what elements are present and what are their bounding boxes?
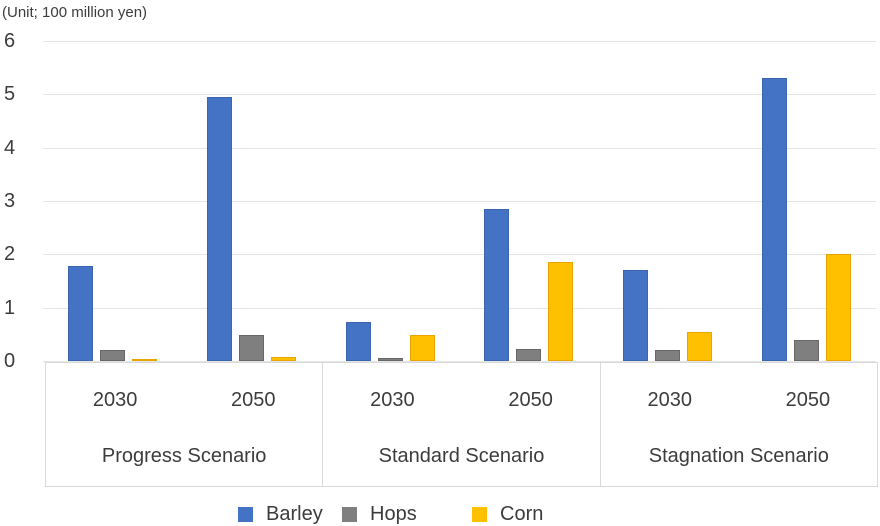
gridline-5 xyxy=(43,94,876,95)
year-label-standard-scenario-2050: 2050 xyxy=(508,388,553,411)
y-tick-label-1: 1 xyxy=(4,297,16,319)
bar-corn-progress-scenario-2050 xyxy=(270,357,296,361)
bar-hops-progress-scenario-2050 xyxy=(238,335,264,361)
scenario-row: Stagnation Scenario xyxy=(601,437,877,486)
y-tick-label-4: 4 xyxy=(4,137,16,159)
bar-hops-stagnation-scenario-2030 xyxy=(655,350,681,361)
y-tick-label-6: 6 xyxy=(4,30,16,52)
bar-barley-stagnation-scenario-2050 xyxy=(762,78,788,361)
gridline-6 xyxy=(43,41,876,42)
year-band-stagnation-scenario-2030 xyxy=(598,41,737,361)
legend-item-hops: Hops xyxy=(342,502,417,526)
bar-corn-standard-scenario-2050 xyxy=(548,262,574,361)
legend-label-hops: Hops xyxy=(370,503,417,525)
year-band-progress-scenario-2030 xyxy=(43,41,182,361)
gridline-4 xyxy=(43,148,876,149)
scenario-band-progress-scenario xyxy=(43,41,321,361)
label-cell-stagnation-scenario: 2030 2050 Stagnation Scenario xyxy=(599,363,877,486)
scenario-row: Progress Scenario xyxy=(46,437,322,486)
bar-hops-standard-scenario-2030 xyxy=(377,358,403,361)
legend: Barley Hops Corn xyxy=(0,502,880,526)
gridline-1 xyxy=(43,308,876,309)
years-row: 2030 2050 xyxy=(601,363,877,437)
legend-label-corn: Corn xyxy=(500,503,544,525)
y-tick-label-3: 3 xyxy=(4,190,16,212)
year-band-stagnation-scenario-2050 xyxy=(737,41,876,361)
years-row: 2030 2050 xyxy=(323,363,599,437)
year-band-progress-scenario-2050 xyxy=(182,41,321,361)
bar-corn-standard-scenario-2030 xyxy=(409,335,435,361)
legend-swatch-corn xyxy=(472,506,487,522)
category-label-box: 2030 2050 Progress Scenario 2030 2050 Standar… xyxy=(45,362,878,487)
year-band-standard-scenario-2030 xyxy=(321,41,460,361)
legend-swatch-hops xyxy=(342,506,357,522)
scenario-band-standard-scenario xyxy=(321,41,599,361)
y-tick-label-2: 2 xyxy=(4,243,16,265)
gridline-0 xyxy=(43,361,876,362)
unit-note: (Unit; 100 million yen) xyxy=(2,4,148,21)
plot-area xyxy=(43,41,876,362)
bars-layer xyxy=(43,41,876,361)
bar-barley-stagnation-scenario-2030 xyxy=(623,270,649,361)
bar-corn-stagnation-scenario-2030 xyxy=(687,332,713,361)
year-label-standard-scenario-2030: 2030 xyxy=(370,388,415,411)
year-label-progress-scenario-2030: 2030 xyxy=(92,388,138,411)
bar-corn-stagnation-scenario-2050 xyxy=(826,254,852,361)
legend-item-barley: Barley xyxy=(238,502,323,526)
years-row: 2030 2050 xyxy=(46,363,322,437)
year-label-stagnation-scenario-2030: 2030 xyxy=(647,388,692,411)
bar-barley-standard-scenario-2030 xyxy=(345,322,371,361)
bar-barley-progress-scenario-2050 xyxy=(206,97,232,361)
scenario-label-standard-scenario: Standard Scenario xyxy=(378,445,545,467)
legend-swatch-barley xyxy=(238,506,253,522)
year-label-stagnation-scenario-2050: 2050 xyxy=(785,388,831,411)
scenario-label-progress-scenario: Progress Scenario xyxy=(101,445,267,467)
bar-hops-standard-scenario-2050 xyxy=(516,349,542,361)
scenario-label-stagnation-scenario: Stagnation Scenario xyxy=(648,445,829,467)
legend-label-barley: Barley xyxy=(266,503,323,525)
legend-item-corn: Corn xyxy=(472,502,543,526)
gridline-3 xyxy=(43,201,876,202)
year-label-progress-scenario-2050: 2050 xyxy=(231,388,276,411)
bar-hops-progress-scenario-2030 xyxy=(99,350,125,361)
year-band-standard-scenario-2050 xyxy=(460,41,599,361)
y-tick-label-5: 5 xyxy=(4,83,16,105)
scenario-band-stagnation-scenario xyxy=(598,41,876,361)
label-cell-standard-scenario: 2030 2050 Standard Scenario xyxy=(322,363,599,486)
label-cell-progress-scenario: 2030 2050 Progress Scenario xyxy=(46,363,322,486)
bar-barley-progress-scenario-2030 xyxy=(67,266,93,361)
y-axis: 0 1 2 3 4 5 6 xyxy=(0,31,40,371)
gridline-2 xyxy=(43,254,876,255)
bar-hops-stagnation-scenario-2050 xyxy=(794,340,820,361)
bar-barley-standard-scenario-2050 xyxy=(484,209,510,361)
scenario-row: Standard Scenario xyxy=(323,437,599,486)
bar-corn-progress-scenario-2030 xyxy=(131,359,157,361)
y-tick-label-0: 0 xyxy=(4,350,16,372)
